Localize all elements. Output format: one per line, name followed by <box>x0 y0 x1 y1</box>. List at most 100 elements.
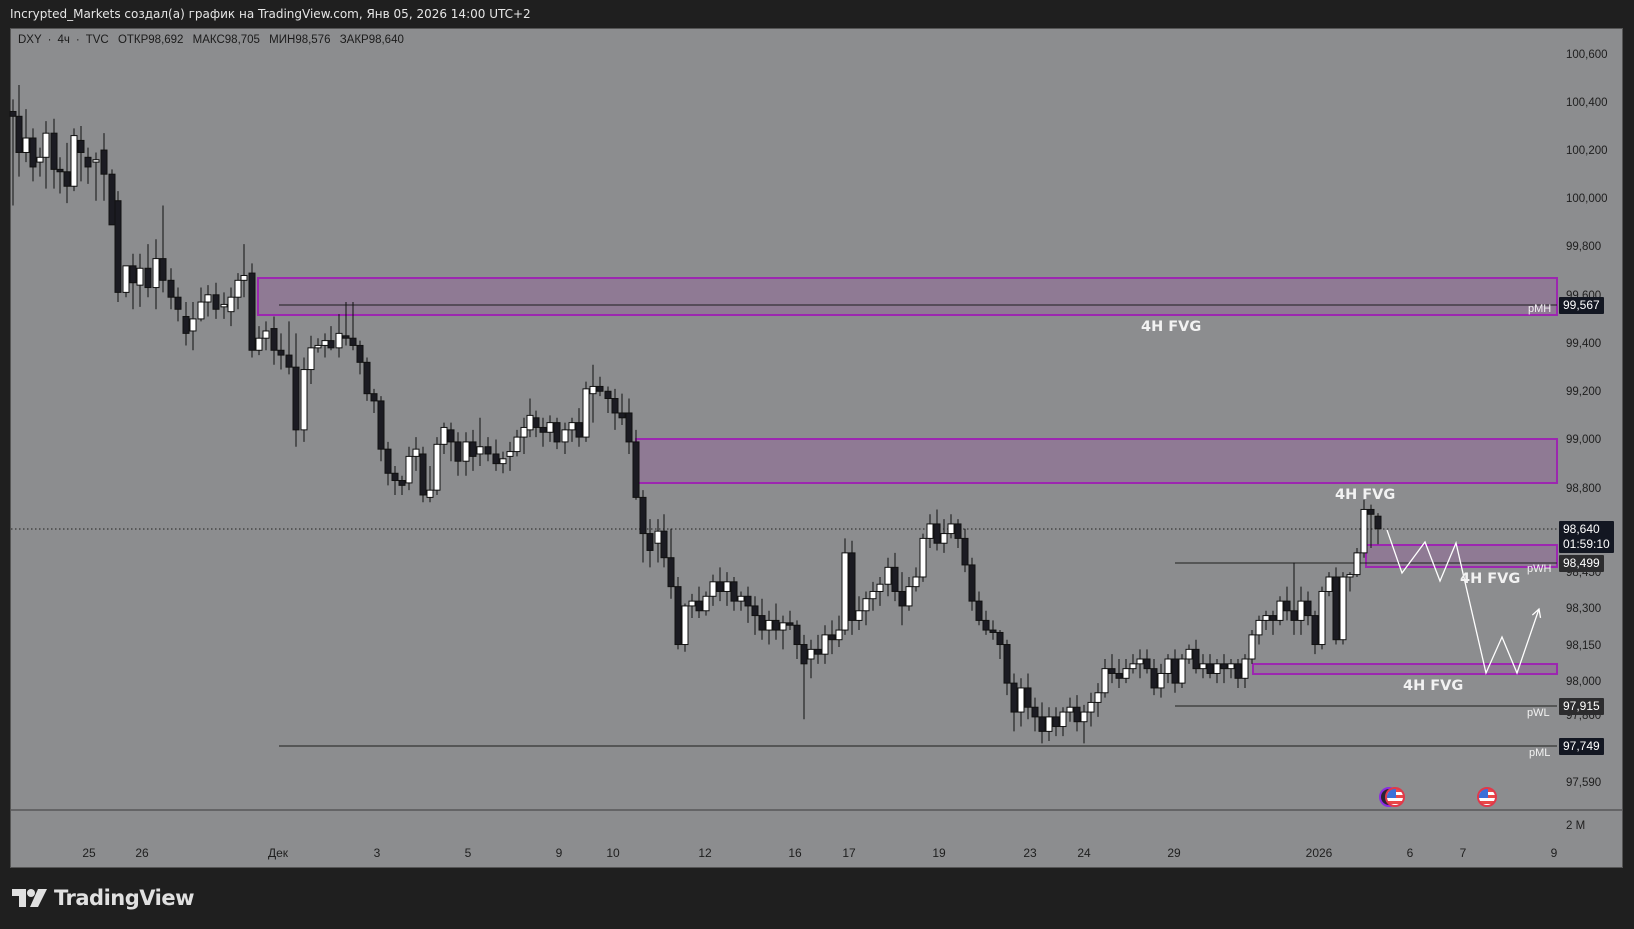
time-axis-label: 5 <box>464 846 472 860</box>
candle-bullish <box>513 436 521 453</box>
candle-bullish <box>835 629 843 641</box>
tradingview-logo-icon <box>12 889 47 907</box>
candle-bullish <box>1136 658 1144 665</box>
pwh-price-tag[interactable]: 98,499 <box>1559 555 1604 572</box>
candle-bullish <box>189 318 197 332</box>
candle-bullish <box>1087 701 1095 713</box>
candle-bearish <box>1003 644 1011 684</box>
candle-bearish <box>1283 600 1291 612</box>
candle-bullish <box>1297 600 1305 621</box>
candle-bullish <box>919 537 927 578</box>
candle-bearish <box>159 258 167 281</box>
time-axis-label: 7 <box>1459 846 1467 860</box>
candle-bearish <box>492 453 500 465</box>
candle-bullish <box>681 605 689 646</box>
candle-bullish <box>1157 672 1165 689</box>
candle-bearish <box>772 619 780 631</box>
candle-bearish <box>1269 615 1277 621</box>
candle-bearish <box>377 400 385 450</box>
candle-bearish <box>419 453 427 496</box>
projection-path[interactable] <box>1386 529 1540 676</box>
candle-bearish <box>1311 615 1319 646</box>
candle-bullish <box>476 446 484 455</box>
candle-bullish <box>884 566 892 585</box>
candle-bullish <box>321 340 329 346</box>
volume-scale-label: 2 M <box>1566 820 1586 832</box>
candle-bearish <box>1143 658 1151 670</box>
pwl-price-tag[interactable]: 97,915 <box>1559 698 1604 715</box>
price-axis-tick: 100,400 <box>1566 97 1608 109</box>
tradingview-logo-text: TradingView <box>54 886 194 910</box>
candle-bearish <box>1290 610 1298 621</box>
candle-bearish <box>1367 508 1375 515</box>
pml-line-label: pML <box>1529 747 1551 759</box>
candle-bearish <box>744 595 752 607</box>
candle-bearish <box>469 441 477 457</box>
candle-bullish <box>709 581 717 597</box>
candle-bullish <box>688 600 696 607</box>
candle-bullish <box>821 634 829 655</box>
candle-bearish <box>1374 515 1382 530</box>
candle-bearish <box>182 315 190 334</box>
pmh-price-tag[interactable]: 99,567 <box>1559 297 1604 314</box>
fvg-box-upper-right-label: 4H FVG <box>1460 571 1521 587</box>
price-axis-tick: 99,800 <box>1566 241 1602 253</box>
candle-bearish <box>108 173 116 226</box>
pwh-line-label: pWH <box>1527 563 1552 575</box>
time-axis-label: 26 <box>135 846 149 860</box>
candle-bullish <box>1227 663 1235 670</box>
candle-bearish <box>814 648 822 655</box>
candle-bullish <box>1045 716 1053 732</box>
candle-bearish <box>604 390 612 400</box>
candle-bearish <box>1073 706 1081 723</box>
candle-bullish <box>426 489 434 498</box>
candle-bearish <box>370 393 378 402</box>
candle-bearish <box>100 149 108 175</box>
candle-bullish <box>1059 711 1067 728</box>
legend-symbol[interactable]: DXY <box>18 34 42 46</box>
candle-bullish <box>22 137 30 153</box>
us-flag-event-icon[interactable] <box>1477 787 1497 807</box>
candle-bearish <box>961 537 969 566</box>
fvg-box-lower[interactable] <box>1252 663 1558 675</box>
candle-bullish <box>926 523 934 539</box>
candle-bearish <box>1304 600 1312 617</box>
candle-bearish <box>891 566 899 592</box>
candle-bullish <box>1017 687 1025 713</box>
candle-bearish <box>270 328 278 351</box>
candle-bullish <box>737 595 745 602</box>
projection-arrowhead-icon <box>1531 607 1542 618</box>
price-axis-tick: 98,000 <box>1566 676 1602 688</box>
fvg-box-middle[interactable] <box>635 438 1558 484</box>
fvg-box-lower-label: 4H FVG <box>1403 678 1464 694</box>
fvg-box-top[interactable] <box>257 277 1558 316</box>
pml-price-tag[interactable]: 97,749 <box>1559 738 1604 755</box>
time-axis-label: 19 <box>932 846 946 860</box>
legend-separator: · <box>75 34 80 46</box>
candle-bearish <box>539 426 547 433</box>
candle-bullish <box>654 530 662 544</box>
symbol-legend: DXY · 4ч · TVC ОТКР98,692 МАКС98,705 МИН98,5… <box>18 34 410 46</box>
candle-bearish <box>611 398 619 414</box>
candle-bearish <box>384 448 392 474</box>
candle-bullish <box>1360 508 1368 554</box>
candle-bearish <box>800 644 808 665</box>
candle-bullish <box>546 422 554 433</box>
time-axis-label: 2026 <box>1305 846 1333 860</box>
candle-bullish <box>1199 663 1207 670</box>
time-axis-label: 6 <box>1406 846 1414 860</box>
time-axis-label: 17 <box>842 846 856 860</box>
candle-bullish <box>862 598 870 612</box>
candle-bullish <box>197 301 205 320</box>
candle-bearish <box>63 171 71 187</box>
time-axis-label: 23 <box>1023 846 1037 860</box>
candle-bearish <box>363 361 371 395</box>
legend-low: МИН98,576 <box>269 34 331 46</box>
current-price-tag[interactable]: 98,640 01:59:10 <box>1559 521 1614 553</box>
candle-bearish <box>532 417 540 428</box>
us-flag-event-icon[interactable] <box>1385 787 1405 807</box>
candle-bearish <box>212 294 220 310</box>
time-axis-label: 3 <box>373 846 381 860</box>
candle-bullish <box>589 385 597 395</box>
